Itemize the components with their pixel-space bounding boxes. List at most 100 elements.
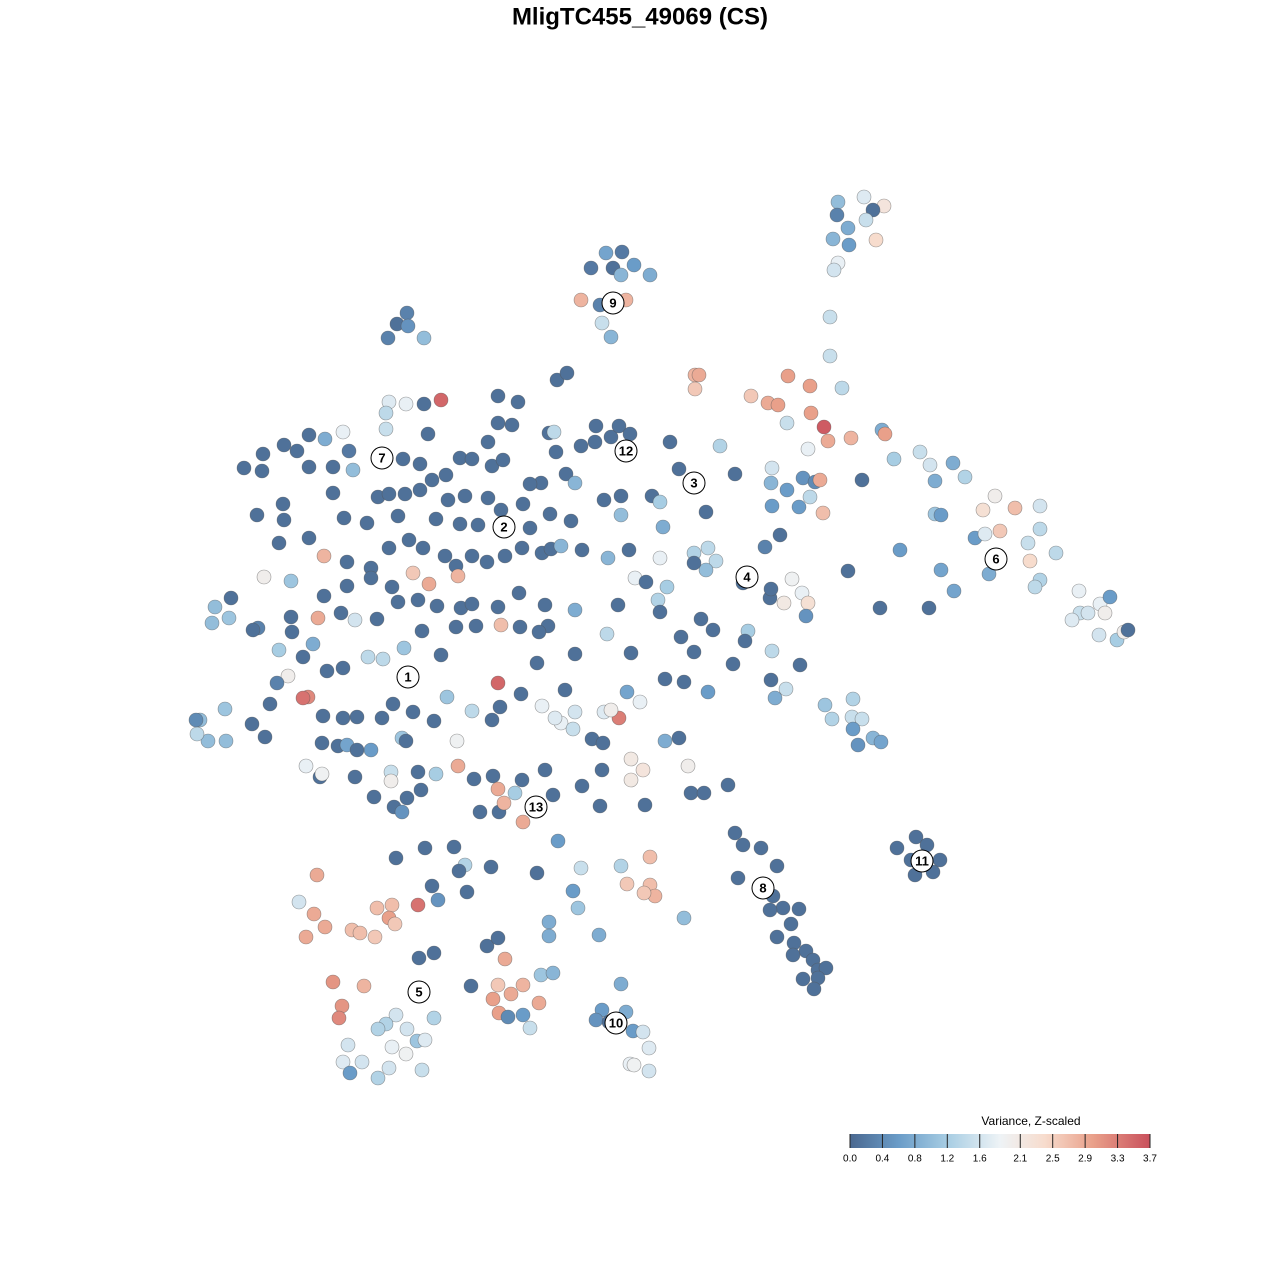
cluster-label-badge [370, 446, 394, 470]
colorbar-tick-label: 2.1 [1013, 1154, 1027, 1165]
point [573, 860, 589, 876]
point [922, 457, 938, 473]
point [574, 778, 590, 794]
point [1032, 521, 1048, 537]
point [858, 212, 874, 228]
point [381, 1060, 397, 1076]
point [818, 960, 834, 976]
point [975, 502, 991, 518]
point [416, 396, 432, 412]
point [514, 540, 530, 556]
point [339, 554, 355, 570]
point [349, 709, 365, 725]
colorbar-title: Variance, Z-scaled [981, 1114, 1080, 1128]
point [468, 618, 484, 634]
point [614, 244, 630, 260]
point [449, 733, 465, 749]
point [512, 619, 528, 635]
point [484, 712, 500, 728]
point [433, 392, 449, 408]
point [632, 694, 648, 710]
point [567, 602, 583, 618]
point [305, 636, 321, 652]
point [908, 829, 924, 845]
point [588, 418, 604, 434]
point [763, 672, 779, 688]
point [464, 703, 480, 719]
point [493, 502, 509, 518]
point [856, 189, 872, 205]
point [429, 598, 445, 614]
point [295, 690, 311, 706]
cluster-label: 11 [915, 853, 929, 868]
point [698, 504, 714, 520]
point [841, 237, 857, 253]
point [387, 916, 403, 932]
point [817, 697, 833, 713]
point [762, 902, 778, 918]
point [987, 488, 1003, 504]
point [892, 542, 908, 558]
point [753, 840, 769, 856]
point [803, 405, 819, 421]
point [375, 651, 391, 667]
cluster-label: 2 [500, 519, 507, 534]
point [424, 878, 440, 894]
point [298, 758, 314, 774]
point [705, 622, 721, 638]
point [430, 892, 446, 908]
point [188, 712, 204, 728]
point [275, 496, 291, 512]
point [531, 995, 547, 1011]
point [815, 505, 831, 521]
point [522, 476, 538, 492]
point [276, 437, 292, 453]
colorbar-tick-label: 3.3 [1111, 1154, 1125, 1165]
cluster-label: 12 [619, 443, 633, 458]
point [301, 427, 317, 443]
point [428, 511, 444, 527]
point [611, 418, 627, 434]
point [912, 444, 928, 460]
point [254, 463, 270, 479]
point [262, 696, 278, 712]
point [696, 785, 712, 801]
point [548, 444, 564, 460]
point [1120, 622, 1136, 638]
point [683, 785, 699, 801]
point [459, 884, 475, 900]
point [345, 462, 361, 478]
point [619, 876, 635, 892]
point [340, 1037, 356, 1053]
point [352, 925, 368, 941]
point [479, 554, 495, 570]
point [603, 329, 619, 345]
point [472, 804, 488, 820]
point [824, 711, 840, 727]
point [603, 702, 619, 718]
point [363, 570, 379, 586]
point [641, 1063, 657, 1079]
point [319, 663, 335, 679]
colorbar-tick-label: 1.6 [973, 1154, 987, 1165]
point [463, 978, 479, 994]
point [642, 849, 658, 865]
point [687, 381, 703, 397]
point [317, 431, 333, 447]
point [652, 550, 668, 566]
point [335, 660, 351, 676]
point [383, 773, 399, 789]
point [295, 649, 311, 665]
point [390, 508, 406, 524]
point [398, 396, 414, 412]
point [236, 460, 252, 476]
point [381, 486, 397, 502]
point [446, 839, 462, 855]
cluster-label-badge [601, 291, 625, 315]
point [360, 649, 376, 665]
point [366, 789, 382, 805]
point [812, 472, 828, 488]
colorbar-tick-label: 0.8 [908, 1154, 922, 1165]
point [727, 825, 743, 841]
point [592, 798, 608, 814]
